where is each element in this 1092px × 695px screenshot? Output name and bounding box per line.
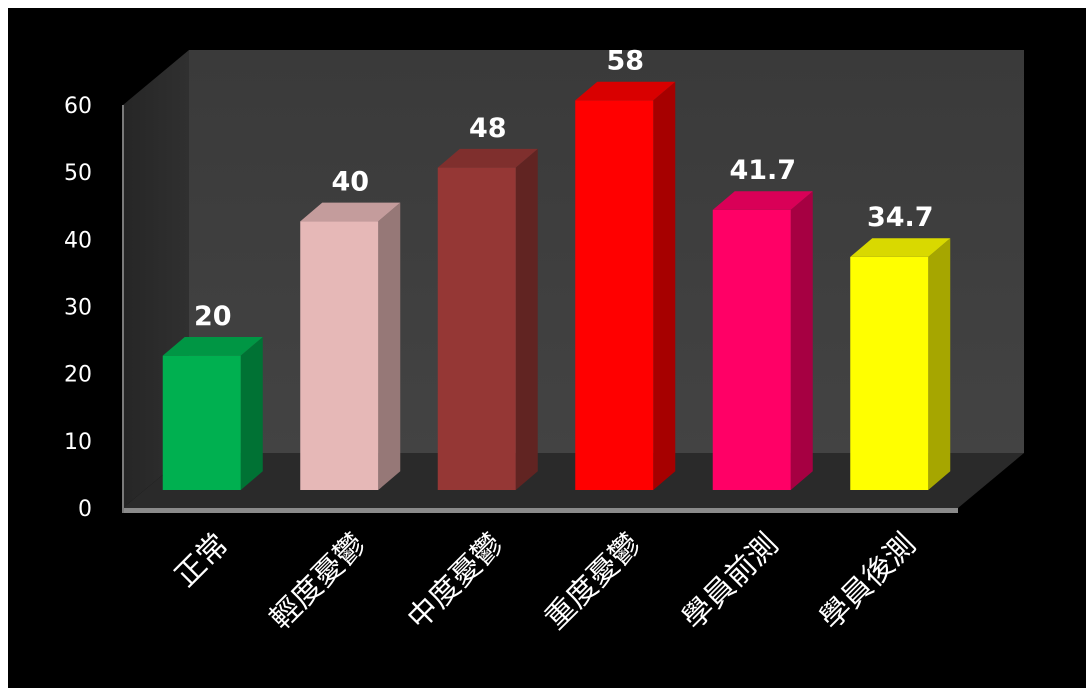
data-label: 48 [469,113,507,144]
y-tick-label: 30 [64,296,92,321]
bar-side [515,148,538,490]
bar-top [162,336,263,356]
data-label: 41.7 [729,155,796,186]
bar-front [300,221,379,491]
x-axis-ticks: 正常 輕度憂鬱 中度憂鬱 重度憂鬱 學員前測 學員後測 [168,527,923,637]
y-tick-label: 50 [64,161,92,186]
bar-front [850,256,929,490]
data-label: 20 [194,301,232,332]
bar-front [575,100,654,490]
x-tick-label: 正常 [168,527,235,594]
x-tick-label: 輕度憂鬱 [263,527,373,637]
bar-top [300,202,401,222]
bar-side [790,191,813,490]
bar-side [928,238,951,490]
bars [162,81,951,491]
bar-top [850,238,951,257]
y-tick-label: 20 [64,363,92,388]
bar-top [437,148,538,168]
bar [575,81,676,490]
y-tick-label: 0 [78,497,92,522]
x-tick-label: 重度憂鬱 [538,527,648,637]
bar-chart: 0 10 20 30 40 50 60 20 40 48 58 41.7 34.7 正常 輕度憂鬱 中度憂… [64,46,1024,637]
bar-side [378,202,401,490]
bar-front [162,355,241,490]
y-tick-label: 10 [64,430,92,455]
bar [712,191,813,491]
x-tick-label: 中度憂鬱 [401,527,511,637]
data-labels: 20 40 48 58 41.7 34.7 [194,46,934,332]
chart-frame: 0 10 20 30 40 50 60 20 40 48 58 41.7 34.7 正常 輕度憂鬱 中度憂… [8,8,1086,688]
data-label: 34.7 [867,202,934,233]
bar-side [653,81,676,490]
y-tick-label: 60 [64,94,92,119]
floor-edge [123,508,958,513]
bar [850,238,951,490]
bar [162,336,263,490]
bar [300,202,401,491]
bar-top [575,81,676,101]
bar-top [712,191,813,210]
bar-front [437,167,516,490]
bar-side [240,336,263,490]
x-tick-label: 學員前測 [676,527,786,637]
y-axis-ticks: 0 10 20 30 40 50 60 [64,94,92,522]
y-tick-label: 40 [64,228,92,253]
bar [437,148,538,490]
data-label: 58 [606,46,644,77]
data-label: 40 [331,167,369,198]
x-tick-label: 學員後測 [813,527,923,637]
bar-front [712,209,791,491]
